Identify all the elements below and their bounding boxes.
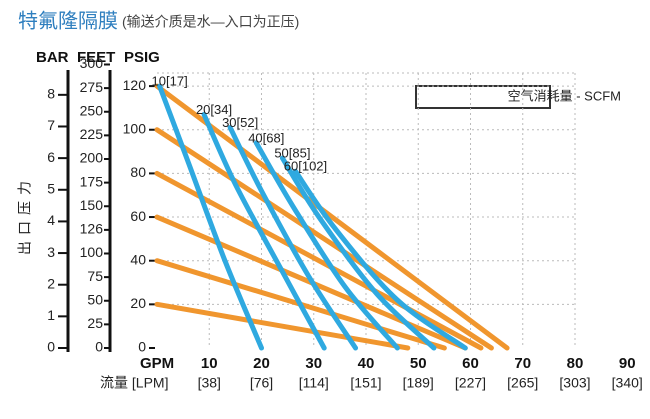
chart-subtitle: (输送介质是水—入口为正压) <box>122 14 299 30</box>
x2-axis-title: 流量 [LPM] <box>100 375 168 391</box>
psig-axis-title: PSIG <box>124 49 160 66</box>
curve <box>279 155 437 351</box>
feet-tick-label: 275 <box>80 79 104 95</box>
curve <box>201 111 327 351</box>
curve <box>253 140 400 351</box>
curve-label: 50[85] <box>274 146 310 161</box>
psig-tick-label: 20 <box>130 295 146 311</box>
x2-tick-label: [340] <box>612 375 643 391</box>
psig-tick-label: 0 <box>138 339 146 355</box>
x2-tick-label: [189] <box>403 375 434 391</box>
curve <box>157 83 264 351</box>
feet-tick-label: 175 <box>80 173 104 189</box>
x-tick-label: 80 <box>567 355 584 372</box>
y-axis-title: 出口压力 <box>17 175 33 255</box>
feet-tick-label: 225 <box>80 126 104 142</box>
bar-tick-label: 2 <box>47 275 55 291</box>
x2-tick-label: [114] <box>299 375 329 391</box>
curve <box>154 127 494 351</box>
chart-title: 特氟隆隔膜 <box>18 9 118 32</box>
feet-tick-label: 300 <box>80 55 104 71</box>
x2-tick-label: [38] <box>198 375 221 391</box>
x-axis-title: GPM <box>140 355 174 372</box>
feet-tick-label: 0 <box>95 339 103 355</box>
x2-tick-label: [151] <box>350 375 381 391</box>
curve <box>292 168 468 351</box>
bar-tick-label: 0 <box>47 339 55 355</box>
bar-tick-label: 8 <box>47 86 55 102</box>
x-tick-label: 20 <box>253 355 270 372</box>
curve <box>227 125 359 351</box>
x-tick-label: 40 <box>358 355 375 372</box>
feet-tick-label: 126 <box>80 221 104 237</box>
bar-tick-label: 4 <box>47 212 55 228</box>
x2-tick-label: [265] <box>507 375 538 391</box>
curve-label: 10[17] <box>152 74 188 89</box>
x-tick-label: 30 <box>305 355 322 372</box>
curve-label: 20[34] <box>196 102 232 117</box>
psig-tick-label: 100 <box>123 120 147 136</box>
feet-tick-label: 250 <box>80 102 104 118</box>
x-tick-label: 90 <box>619 355 636 372</box>
feet-tick-label: 75 <box>87 268 103 284</box>
feet-tick-label: 50 <box>87 291 103 307</box>
x-tick-label: 50 <box>410 355 427 372</box>
psig-tick-label: 120 <box>123 77 147 93</box>
feet-axis-title: FEET <box>77 49 115 66</box>
curve <box>154 301 411 351</box>
feet-tick-label: 100 <box>80 244 104 260</box>
bar-tick-label: 3 <box>47 244 55 260</box>
bar-tick-label: 1 <box>47 307 55 323</box>
psig-tick-label: 80 <box>130 164 146 180</box>
bar-axis-title: BAR <box>36 49 69 66</box>
bar-tick-label: 7 <box>47 117 55 133</box>
feet-tick-label: 150 <box>80 197 104 213</box>
curve-label: 60[102] <box>284 159 327 174</box>
curve-label: 40[68] <box>248 130 284 145</box>
curve-label: 30[52] <box>222 115 258 130</box>
feet-tick-label: 25 <box>87 315 103 331</box>
psig-tick-label: 60 <box>130 208 146 224</box>
bar-tick-label: 5 <box>47 180 55 196</box>
x2-tick-label: [76] <box>250 375 273 391</box>
psig-tick-label: 40 <box>130 251 146 267</box>
x2-tick-label: [303] <box>559 375 590 391</box>
legend-text: 空气消耗量 - SCFM <box>508 88 621 103</box>
x-tick-label: 60 <box>462 355 479 372</box>
bar-tick-label: 6 <box>47 149 55 165</box>
curve <box>154 170 484 351</box>
curve <box>154 83 510 351</box>
x-tick-label: 10 <box>201 355 218 372</box>
feet-tick-label: 200 <box>80 150 104 166</box>
x-tick-label: 70 <box>514 355 531 372</box>
x2-tick-label: [227] <box>455 375 486 391</box>
